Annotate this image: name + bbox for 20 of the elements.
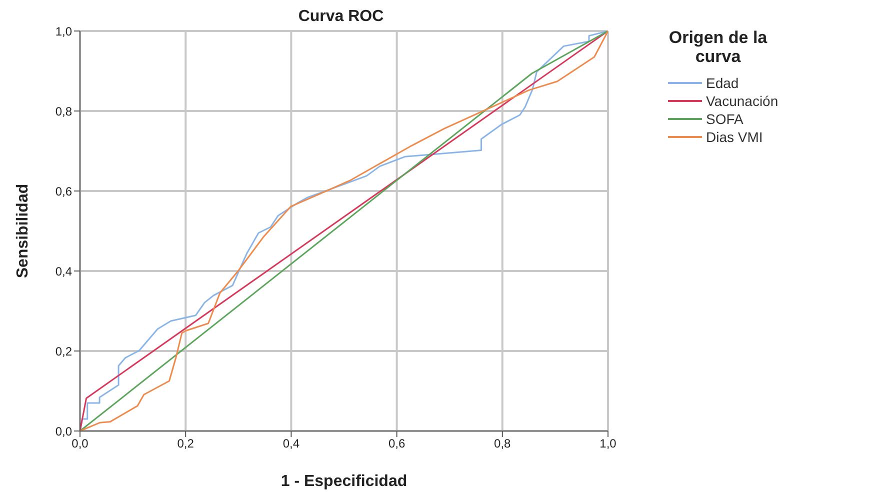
chart-title: Curva ROC (297, 8, 385, 26)
x-tick-label: 0,2 (177, 436, 194, 451)
legend-title: Origen de la curva (668, 28, 768, 66)
legend-label: SOFA (706, 111, 744, 127)
x-tick-label: 1,0 (600, 436, 617, 451)
legend-label: Vacunación (706, 93, 778, 109)
y-tick-label: 0,8 (55, 104, 72, 118)
x-tick-label: 0,6 (388, 436, 406, 451)
y-axis-title: Sensibilidad (14, 184, 32, 278)
x-axis-title: 1 - Especificidad (280, 473, 408, 490)
y-tick-label: 0,2 (55, 344, 72, 358)
x-tick-label: 0,0 (72, 436, 89, 451)
y-tick-label: 1,0 (55, 24, 72, 38)
legend-label: Dias VMI (706, 129, 763, 145)
y-tick-label: 0,0 (55, 424, 72, 438)
x-tick-label: 0,4 (282, 436, 300, 451)
y-tick-label: 0,4 (55, 264, 72, 278)
legend-label: Edad (706, 75, 739, 91)
x-tick-label: 0,8 (494, 436, 512, 451)
y-tick-label: 0,6 (55, 184, 72, 198)
